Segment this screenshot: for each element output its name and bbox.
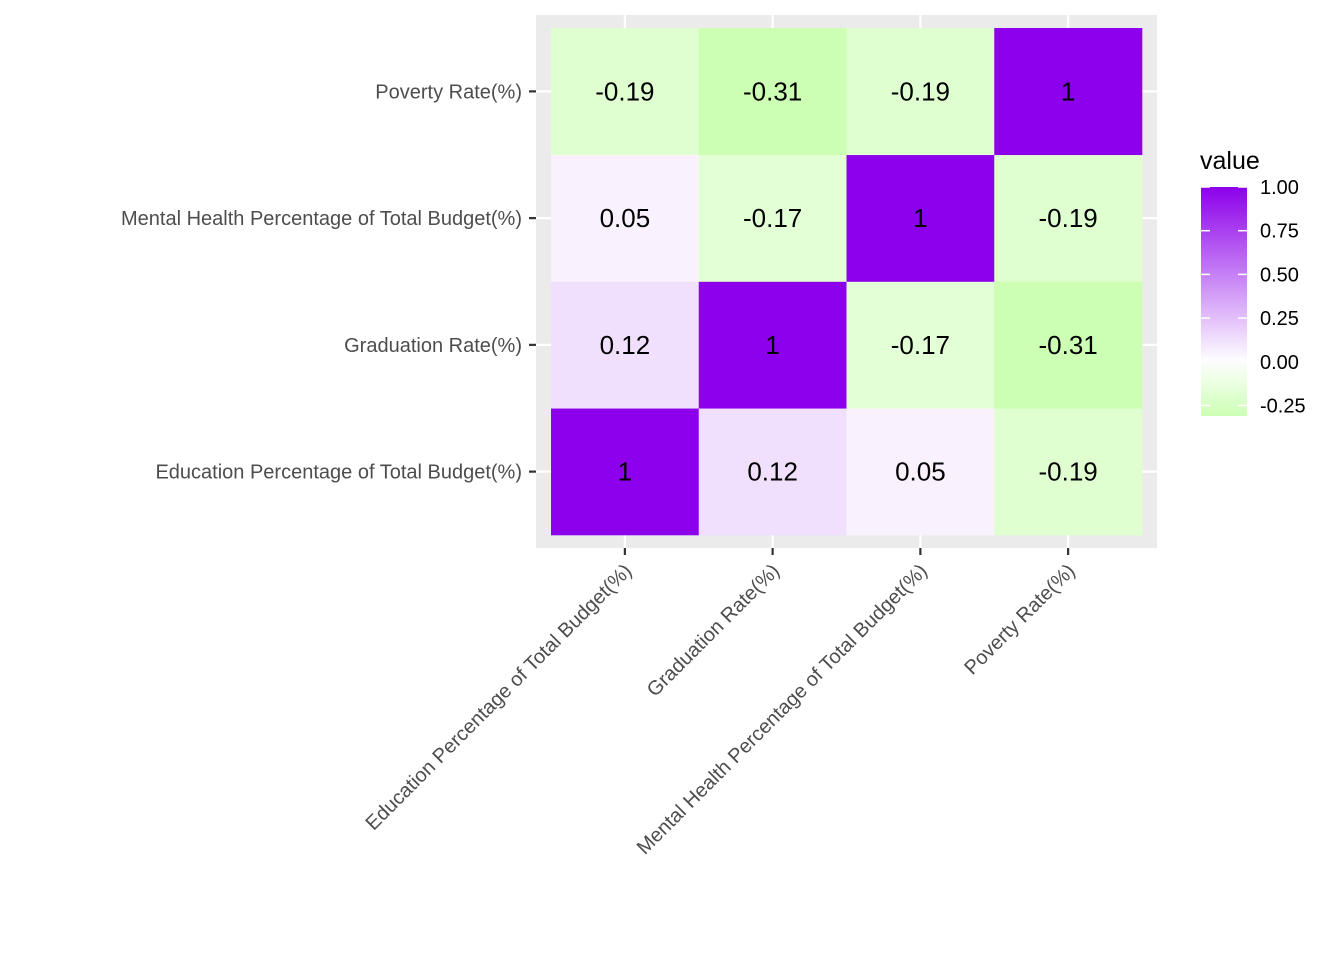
y-tick-label: Graduation Rate(%) (344, 335, 522, 357)
heatmap-cells (551, 28, 1143, 536)
legend-tick-label: 0.75 (1260, 221, 1299, 243)
heatmap-cell (551, 28, 700, 156)
legend: value 1.00 0.75 0.50 0.25 0.00 -0.25 (1200, 147, 1306, 418)
cell-value-label: 0.12 (747, 457, 798, 487)
legend-ticks: 1.00 0.75 0.50 0.25 0.00 -0.25 (1201, 177, 1306, 418)
legend-tick-label: 1.00 (1260, 177, 1299, 199)
cell-value-label: -0.31 (1038, 330, 1097, 360)
legend-title: value (1200, 147, 1260, 175)
heatmap-cell (551, 154, 700, 282)
cell-value-label: -0.17 (743, 203, 802, 233)
cell-value-label: 1 (765, 330, 779, 360)
heatmap-cell (994, 281, 1143, 409)
cell-value-label: 1 (618, 457, 632, 487)
heatmap-cell (994, 154, 1143, 282)
heatmap-cell (994, 408, 1143, 536)
heatmap-cell (698, 281, 847, 409)
legend-tick-label: 0.00 (1260, 352, 1299, 374)
legend-tick-label: 0.25 (1260, 308, 1299, 330)
y-tick-label: Mental Health Percentage of Total Budget… (121, 208, 522, 230)
x-axis: Education Percentage of Total Budget(%) G… (362, 548, 1080, 859)
heatmap-cell-labels: 1 0.12 0.05 -0.19 0.12 1 -0.17 -0.31 0.05 -0.17 1 -… (595, 76, 1098, 486)
cell-value-label: -0.19 (891, 76, 950, 106)
x-tick-label: Education Percentage of Total Budget(%) (362, 560, 637, 835)
heatmap-cell (698, 28, 847, 156)
cell-value-label: -0.19 (595, 76, 654, 106)
cell-value-label: 1 (1061, 76, 1075, 106)
legend-tick-label: -0.25 (1260, 396, 1306, 418)
heatmap-cell (846, 408, 995, 536)
heatmap-cell (551, 408, 700, 536)
cell-value-label: -0.19 (1038, 203, 1097, 233)
cell-value-label: -0.31 (743, 76, 802, 106)
x-tick-label: Graduation Rate(%) (643, 560, 784, 701)
cell-value-label: -0.19 (1038, 457, 1097, 487)
heatmap-cell (994, 28, 1143, 156)
cell-value-label: -0.17 (891, 330, 950, 360)
heatmap-cell (698, 154, 847, 282)
y-tick-label: Education Percentage of Total Budget(%) (155, 462, 522, 484)
heatmap-cell (846, 28, 995, 156)
heatmap-cell (698, 408, 847, 536)
y-axis: Education Percentage of Total Budget(%) G… (121, 81, 536, 484)
cell-value-label: 0.12 (600, 330, 651, 360)
heatmap-cell (846, 154, 995, 282)
cell-value-label: 1 (913, 203, 927, 233)
legend-tick-label: 0.50 (1260, 264, 1299, 286)
cell-value-label: 0.05 (895, 457, 946, 487)
legend-colorbar (1201, 187, 1247, 416)
y-tick-label: Poverty Rate(%) (375, 81, 522, 103)
heatmap-cell (551, 281, 700, 409)
x-tick-label: Poverty Rate(%) (960, 560, 1079, 679)
x-tick-label: Mental Health Percentage of Total Budget… (633, 560, 932, 859)
heatmap-cell (846, 281, 995, 409)
cell-value-label: 0.05 (600, 203, 651, 233)
